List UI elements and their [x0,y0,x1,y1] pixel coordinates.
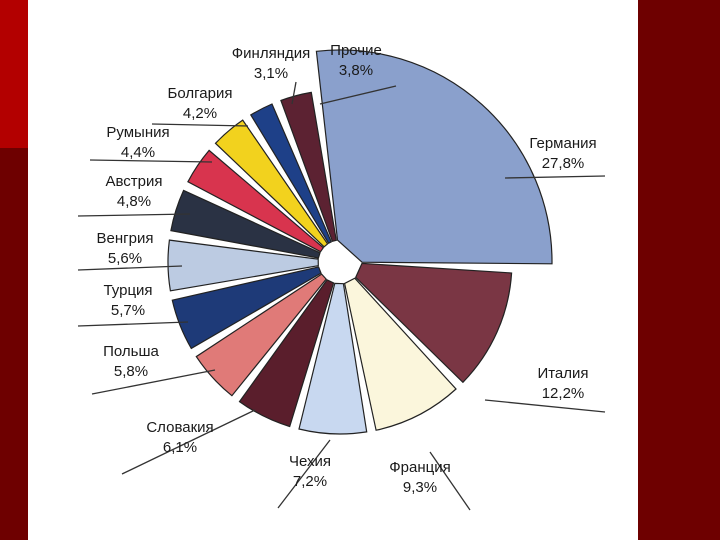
slice-value-5: 6,1% [163,439,197,456]
slice-label-8: Венгрия [97,230,154,247]
leader-line-7 [77,321,189,327]
slice-value-3: 9,3% [403,479,437,496]
leader-line-8 [77,265,183,271]
slice-value-6: 5,8% [114,363,148,380]
slice-value-8: 5,6% [108,250,142,267]
slice-label-6: Польша [103,343,159,360]
pie-slice-9 [170,189,321,259]
slice-label-12: Финляндия [232,45,310,62]
slice-label-5: Словакия [146,419,213,436]
slice-label-10: Румыния [106,124,169,141]
slice-label-1: Германия [529,135,596,152]
red-accent-bar [0,0,28,148]
pie-slice-4 [298,282,368,435]
pie-slice-8 [167,239,319,292]
slice-label-13: Прочие [330,42,382,59]
slice-label-11: Болгария [168,85,233,102]
slice-value-9: 4,8% [117,193,151,210]
slice-value-1: 27,8% [542,155,585,172]
pie-slice-11 [214,119,329,248]
pie-slice-3 [343,277,457,431]
pie-slice-12 [249,103,333,244]
leader-line-9 [77,213,191,217]
slice-value-4: 7,2% [293,473,327,490]
slice-value-2: 12,2% [542,385,585,402]
slice-value-7: 5,7% [111,302,145,319]
slice-label-4: Чехия [289,453,331,470]
slice-value-12: 3,1% [254,65,288,82]
pie-slice-5 [238,279,335,428]
leader-line-1 [504,175,606,179]
slice-label-9: Австрия [105,173,162,190]
leader-line-2 [484,399,606,413]
slice-labels: Германия 27,8% Италия 12,2% Франция 9,3% Чехия… [97,42,597,496]
slice-label-7: Турция [103,282,152,299]
frame-right [638,0,720,540]
slice-value-13: 3,8% [339,62,373,79]
leader-line-5 [121,409,256,475]
pie-slice-6 [195,273,327,397]
leader-line-4 [277,439,331,509]
slice-value-11: 4,2% [183,105,217,122]
leader-line-12 [291,81,297,105]
slice-value-10: 4,4% [121,144,155,161]
leader-line-13 [319,85,397,105]
slice-label-2: Италия [537,365,588,382]
pie-slice-2 [354,262,513,384]
pie-slice-1 [315,49,553,265]
leader-line-11 [151,123,249,127]
leader-lines [77,81,606,511]
leader-line-3 [429,451,471,511]
leader-line-6 [91,369,216,395]
leader-line-10 [89,159,213,163]
pie-slice-7 [171,266,322,350]
pie-slice-13 [280,91,337,243]
slice-label-3: Франция [389,459,450,476]
pie-slices [167,49,553,435]
